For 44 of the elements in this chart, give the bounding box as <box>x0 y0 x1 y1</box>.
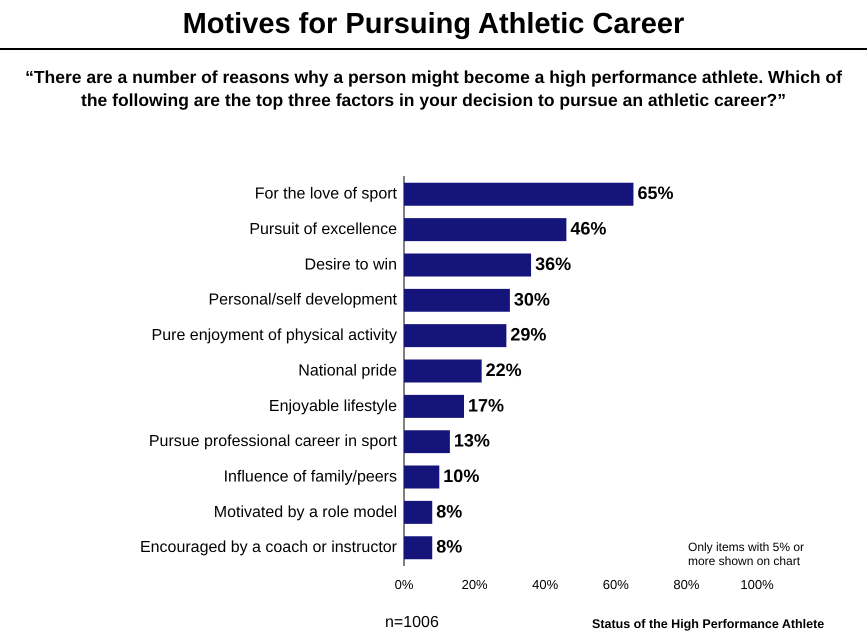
data-label: 65% <box>637 183 674 204</box>
bar <box>404 536 432 560</box>
x-tick-label: 0% <box>394 576 414 592</box>
y-tick-label: Pursue professional career in sport <box>148 433 398 450</box>
y-tick-label: For the love of sport <box>254 186 398 203</box>
data-label: 13% <box>454 430 490 451</box>
data-label: 30% <box>514 289 550 310</box>
data-label: 10% <box>443 466 480 486</box>
data-label: 8% <box>436 501 462 522</box>
x-tick-label: 20% <box>462 576 488 592</box>
bar <box>404 218 566 242</box>
y-tick-label: Enjoyable lifestyle <box>268 398 398 415</box>
y-tick-label: Pursuit of excellence <box>249 221 398 238</box>
annotation: Only items with 5% or more shown on chart <box>688 540 806 568</box>
x-tick-label: 40% <box>532 576 559 592</box>
data-label: 36% <box>535 254 572 274</box>
text: n=1006 <box>385 614 440 632</box>
data-label: 29% <box>510 324 546 345</box>
y-tick-label: Encouraged by a coach or instructor <box>140 539 398 556</box>
data-label: 22% <box>486 360 522 380</box>
y-tick-label: National pride <box>298 362 398 380</box>
x-tick-label: 60% <box>602 576 630 592</box>
data-label: 17% <box>468 395 504 416</box>
chart-subtitle: “There are a number of reasons why a person might become a high performance athlete. Which of the following are the top three factors in your decision to pursue an athletic career?” <box>24 66 843 112</box>
bar <box>404 324 506 348</box>
bar <box>404 360 482 382</box>
x-tick-label: 80% <box>673 576 700 592</box>
data-label: 8% <box>436 536 462 557</box>
y-tick-label: Personal/self development <box>208 292 398 309</box>
bar <box>404 430 450 454</box>
y-tick-label: Desire to win <box>304 256 397 274</box>
y-tick-label: Motivated by a role model <box>214 504 397 521</box>
bar <box>404 253 532 276</box>
y-tick-label: Pure enjoyment of physical activity <box>152 327 397 344</box>
text: Status of the High Performance Athlete <box>592 617 826 631</box>
bar <box>404 466 440 489</box>
bar <box>404 394 464 418</box>
y-tick-label: Influence of family/peers <box>224 468 397 486</box>
chart-title: Motives for Pursuing Athletic Career <box>182 8 686 41</box>
bar <box>404 182 634 206</box>
data-label: 46% <box>570 218 606 239</box>
bar <box>404 288 510 312</box>
x-tick-label: 100% <box>740 576 774 592</box>
bar <box>404 500 432 524</box>
